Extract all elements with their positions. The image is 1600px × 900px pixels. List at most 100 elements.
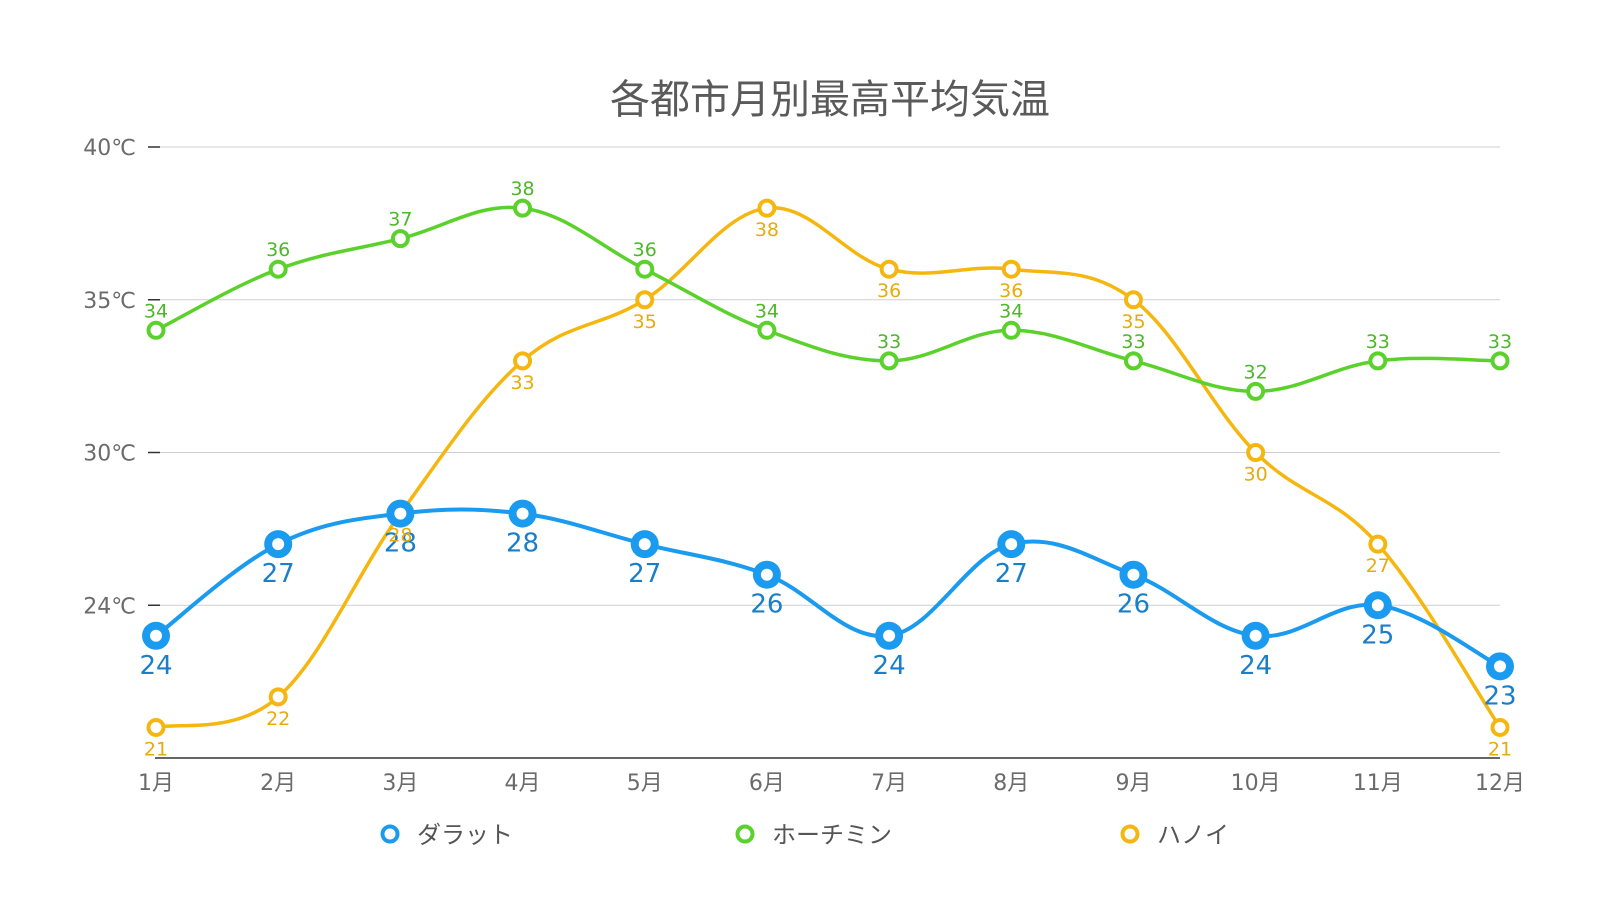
series-line (155, 206, 1502, 730)
data-point[interactable] (1123, 290, 1143, 310)
x-tick-label: 4月 (505, 771, 541, 796)
y-tick-label: 35℃ (83, 289, 136, 314)
data-point[interactable] (1490, 351, 1510, 371)
x-tick-label: 12月 (1475, 771, 1525, 796)
series-1 (146, 198, 1510, 401)
data-point[interactable] (1246, 443, 1266, 462)
data-point[interactable] (268, 259, 288, 279)
legend[interactable]: ダラット ホーチミン ハノイ (380, 821, 1230, 849)
y-axis: 40℃ 35℃ 30℃ 24℃ (83, 136, 160, 619)
data-label: 34 (999, 300, 1023, 322)
data-point[interactable] (635, 259, 655, 279)
data-label: 33 (1488, 331, 1512, 353)
data-point[interactable] (879, 351, 899, 371)
y-tick-label: 24℃ (83, 594, 136, 619)
data-point-center (1494, 660, 1506, 673)
x-tick-label: 9月 (1115, 771, 1151, 796)
x-tick-label: 8月 (993, 771, 1029, 796)
data-label: 26 (1117, 590, 1150, 620)
data-point[interactable] (635, 290, 655, 310)
data-label: 36 (877, 280, 901, 302)
data-label: 36 (266, 239, 290, 261)
data-label: 28 (384, 529, 417, 559)
legend-label: ダラット (417, 821, 513, 849)
legend-item[interactable]: ホーチミン (735, 821, 893, 849)
legend-marker (380, 824, 400, 844)
data-point-center (394, 507, 407, 520)
data-point-center (1371, 599, 1384, 612)
data-point-center (516, 507, 529, 520)
series-line (154, 507, 1501, 669)
data-point[interactable] (1490, 717, 1510, 737)
data-label: 32 (1244, 361, 1268, 383)
data-label: 38 (755, 219, 779, 241)
x-tick-label: 11月 (1353, 771, 1403, 796)
data-label: 38 (510, 178, 534, 200)
y-tick-label: 30℃ (83, 442, 136, 467)
x-tick-label: 3月 (382, 771, 418, 796)
data-label: 33 (877, 331, 901, 353)
data-label: 27 (1366, 555, 1390, 577)
data-label: 36 (999, 280, 1023, 302)
y-tick-label: 40℃ (83, 136, 136, 161)
data-point[interactable] (513, 198, 533, 218)
data-label: 33 (1121, 331, 1145, 353)
data-point-center (1005, 538, 1018, 551)
data-point-center (638, 538, 651, 551)
data-label: 24 (873, 651, 906, 681)
data-point[interactable] (757, 320, 777, 340)
legend-item[interactable]: ダラット (380, 821, 514, 849)
data-point[interactable] (1368, 534, 1388, 554)
data-label: 24 (139, 651, 172, 681)
data-point[interactable] (268, 687, 288, 707)
data-label: 27 (262, 559, 295, 589)
data-label: 33 (510, 372, 534, 394)
x-tick-label: 6月 (749, 771, 785, 796)
data-label: 34 (144, 300, 168, 322)
legend-label: ホーチミン (772, 821, 892, 849)
data-point[interactable] (1001, 320, 1021, 340)
legend-marker (1120, 824, 1140, 844)
data-label: 28 (506, 529, 539, 559)
x-tick-label: 10月 (1231, 771, 1281, 796)
legend-label: ハノイ (1157, 821, 1229, 849)
data-label: 23 (1483, 681, 1516, 711)
x-tick-label: 2月 (260, 771, 296, 796)
data-label: 30 (1244, 464, 1268, 486)
data-label: 21 (1488, 738, 1512, 760)
legend-marker (735, 824, 755, 844)
data-label: 21 (144, 738, 168, 760)
data-label: 36 (633, 239, 657, 261)
data-label: 37 (388, 209, 412, 231)
data-point[interactable] (757, 198, 777, 218)
data-point[interactable] (146, 717, 166, 737)
data-point[interactable] (879, 259, 899, 279)
data-label: 22 (266, 708, 290, 730)
data-label: 34 (755, 300, 779, 322)
data-point[interactable] (1246, 381, 1266, 401)
legend-item[interactable]: ハノイ (1120, 821, 1230, 849)
series-line (155, 205, 1501, 394)
grid-lines (156, 146, 1500, 606)
data-point[interactable] (390, 229, 410, 249)
data-point[interactable] (1368, 351, 1388, 371)
data-label: 35 (1121, 311, 1145, 333)
data-label: 26 (750, 590, 783, 620)
data-point[interactable] (1123, 351, 1143, 371)
series-0 (142, 499, 1514, 681)
data-point-center (1249, 629, 1262, 642)
data-point-center (272, 538, 285, 551)
data-label: 27 (995, 559, 1028, 589)
data-label: 27 (628, 559, 661, 589)
series-group (142, 198, 1514, 737)
series-2 (146, 198, 1510, 737)
data-point[interactable] (146, 320, 166, 340)
x-tick-label: 1月 (138, 771, 174, 796)
data-point-center (1127, 568, 1140, 581)
x-axis: 1月 2月 3月 4月 5月 6月 7月 8月 9月 10月 11月 12月 (138, 771, 1525, 796)
data-point[interactable] (513, 351, 533, 371)
data-point[interactable] (1001, 259, 1021, 279)
chart-title: 各都市月別最高平均気温 (610, 77, 1050, 123)
